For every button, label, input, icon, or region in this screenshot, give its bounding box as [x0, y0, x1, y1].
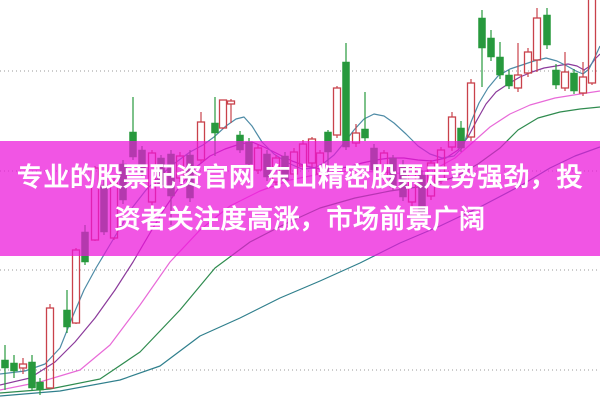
- candle-down: [570, 72, 578, 92]
- candle-down: [10, 362, 18, 372]
- candle-down: [496, 56, 504, 76]
- candle-up: [226, 100, 236, 105]
- banner-text-line1: 专业的股票配资官网 东山精密股票走势强劲，投: [16, 162, 584, 193]
- candle-down: [487, 37, 495, 58]
- candle-up: [513, 74, 523, 89]
- candle-up: [523, 51, 533, 74]
- candle-up: [587, 0, 597, 84]
- candle-down: [505, 74, 513, 87]
- candle-down: [63, 309, 71, 328]
- candle-down: [1, 359, 9, 369]
- candle-up: [532, 17, 542, 61]
- candle-down: [543, 14, 551, 46]
- banner-text-line2: 资者关注度高涨，市场前景广阔: [114, 204, 486, 235]
- candle-down: [361, 128, 369, 139]
- candle-up: [218, 99, 228, 129]
- candle-up: [45, 307, 55, 389]
- candle-up: [71, 249, 81, 324]
- candle-down: [552, 69, 560, 86]
- candle-up: [18, 363, 28, 369]
- candle-down: [342, 61, 350, 148]
- candle-up: [466, 82, 476, 138]
- candle-down: [28, 361, 36, 389]
- candle-up: [560, 71, 570, 89]
- candle-down: [36, 381, 44, 391]
- candle-up: [332, 87, 342, 136]
- candle-down: [478, 17, 486, 49]
- promo-banner: 专业的股票配资官网 东山精密股票走势强劲，投 资者关注度高涨，市场前景广阔: [0, 141, 600, 256]
- candle-down: [211, 122, 219, 134]
- candle-up: [578, 76, 588, 94]
